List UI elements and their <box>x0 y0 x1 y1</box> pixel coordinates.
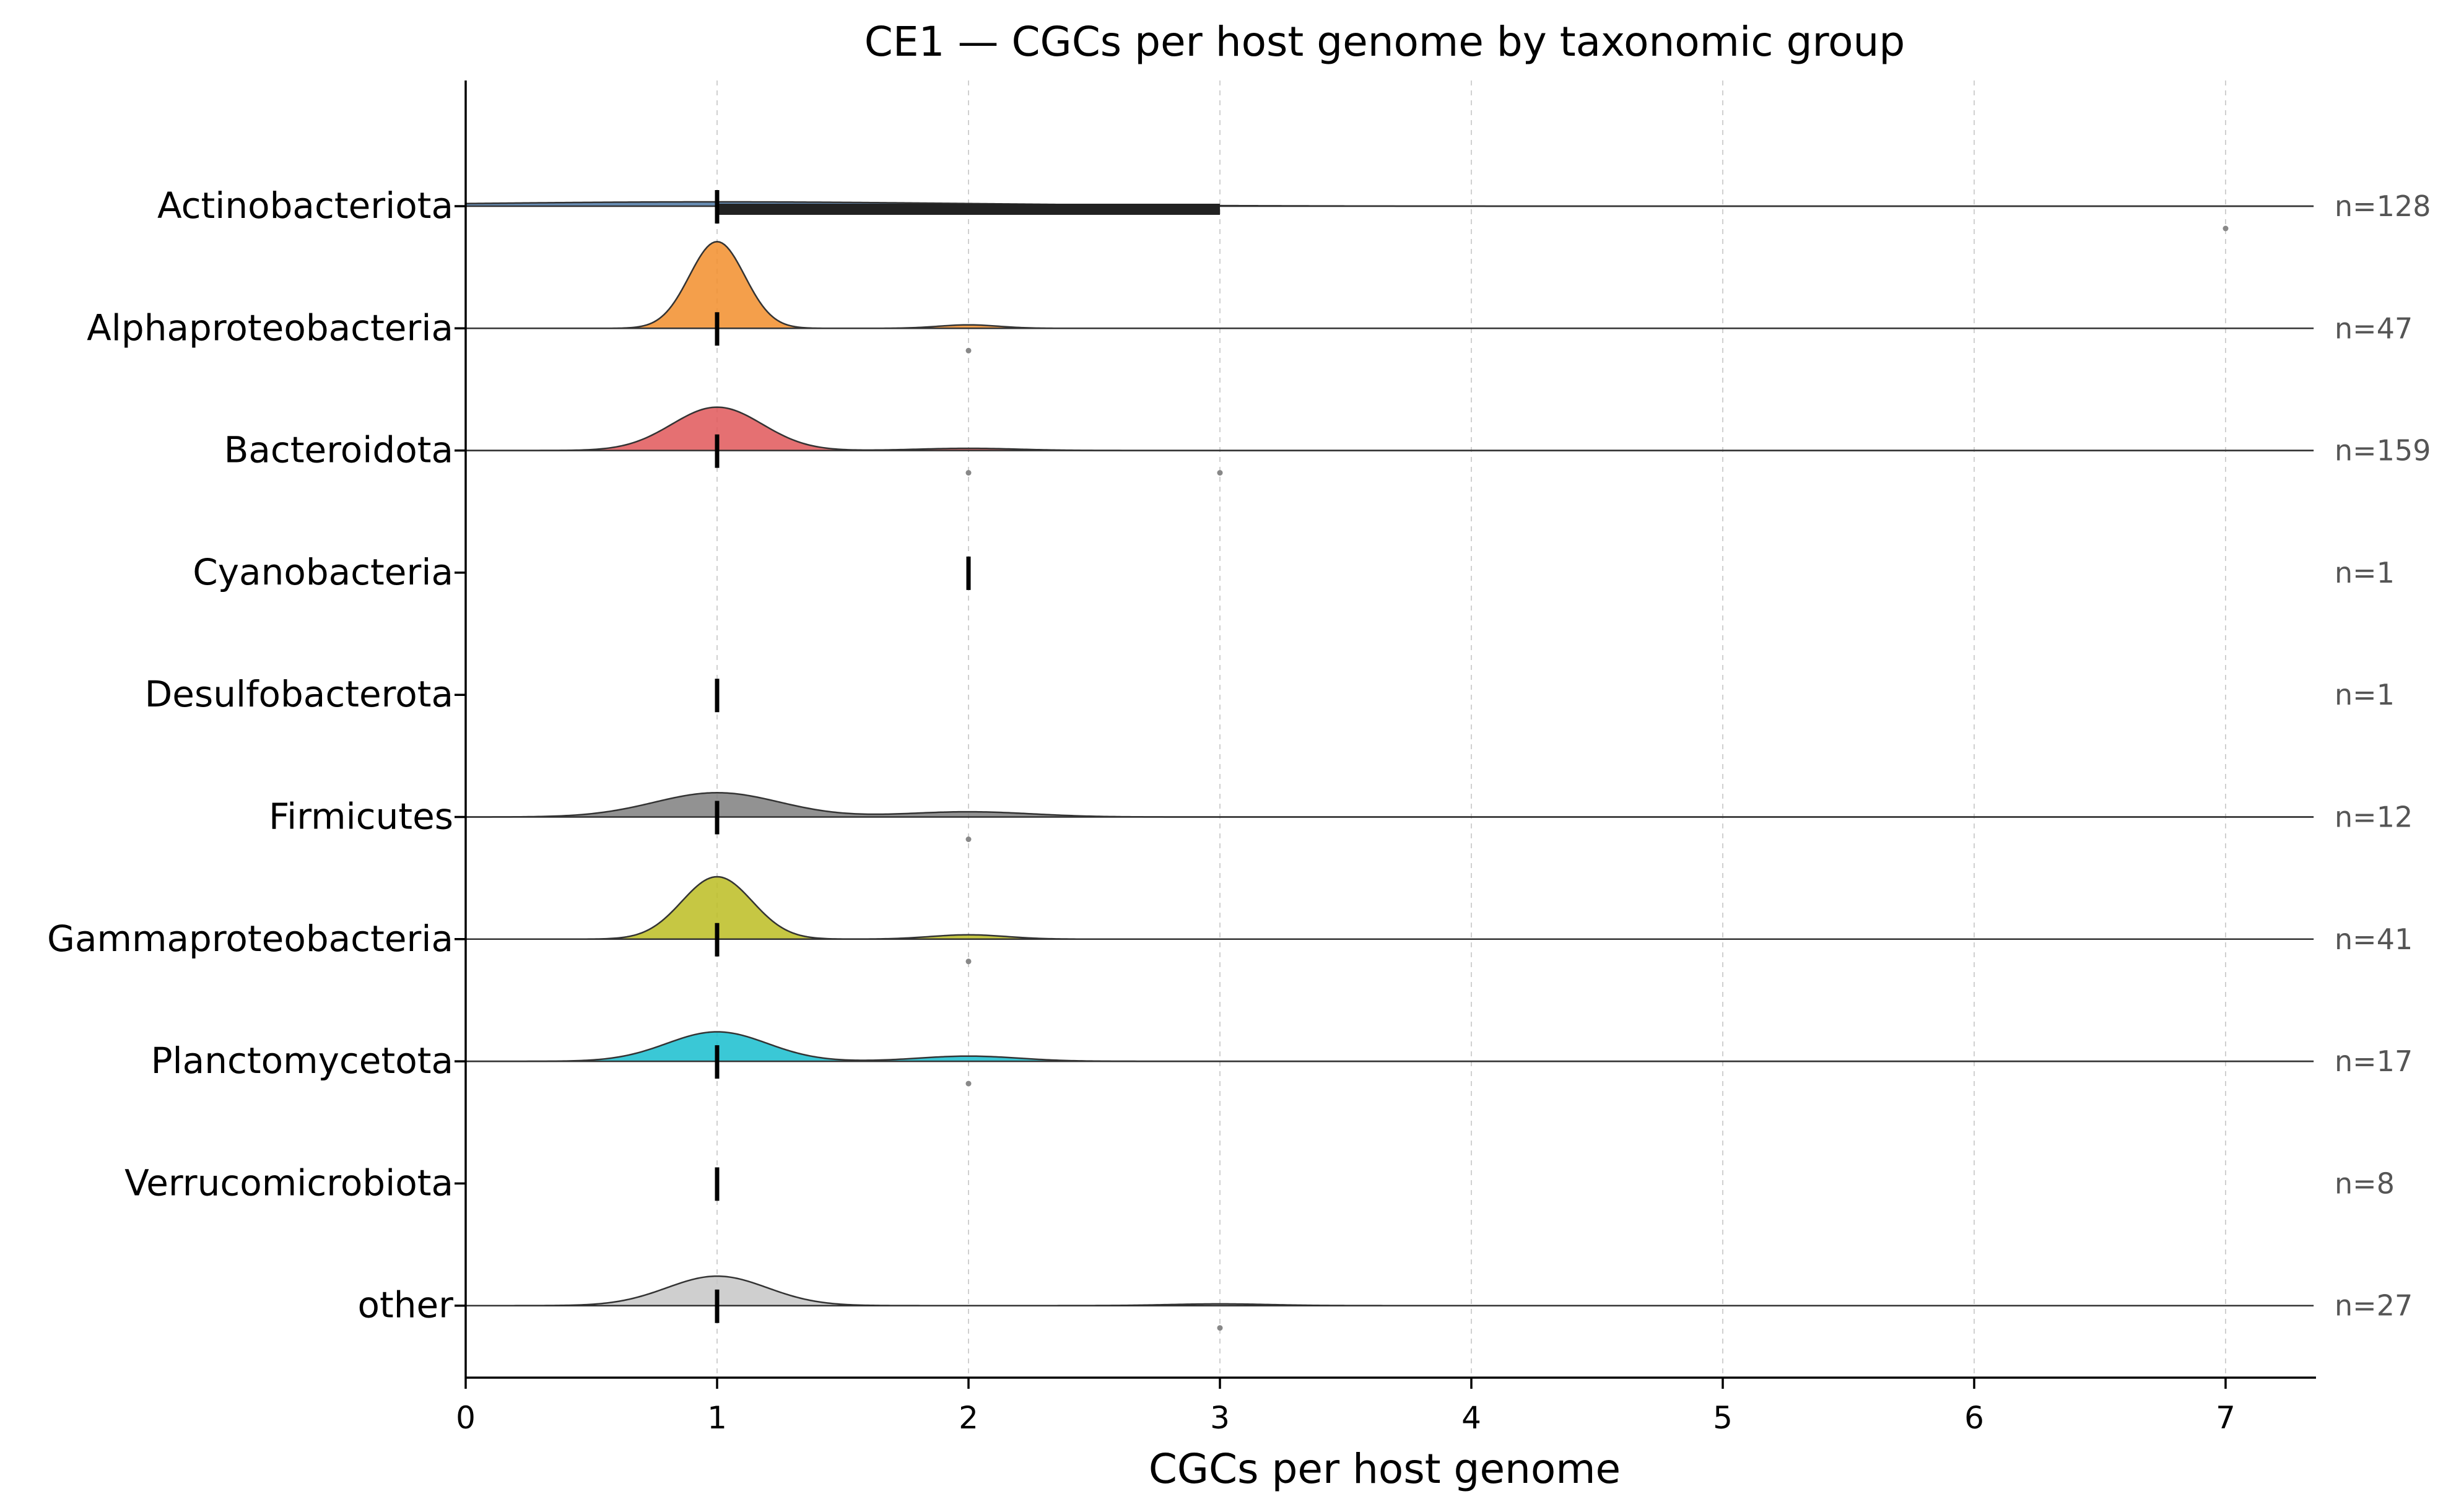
ridge-planctomycetota: Planctomycetota n=17 <box>151 1031 2413 1087</box>
ridge-desulfobacterota: Desulfobacterota n=1 <box>145 673 2395 715</box>
ridge-cyanobacteria: Cyanobacteria n=1 <box>193 551 2395 593</box>
x-tick-label: 6 <box>1964 1400 1984 1436</box>
grid-layer <box>716 80 2226 1378</box>
density-area <box>466 793 2314 817</box>
x-tick-label: 5 <box>1713 1400 1733 1436</box>
outlier-point <box>2222 225 2229 232</box>
x-tick-label: 7 <box>2216 1400 2236 1436</box>
iqr-bar <box>717 204 1220 215</box>
sample-size-label: n=8 <box>2335 1167 2395 1200</box>
ridge-firmicutes: Firmicutes n=12 <box>269 792 2413 842</box>
sample-size-label: n=12 <box>2335 801 2413 834</box>
outlier-point <box>965 958 972 965</box>
x-tick-label: 1 <box>707 1400 727 1436</box>
chart-title: CE1 — CGCs per host genome by taxonomic … <box>864 18 1905 66</box>
y-tick-label: Alphaproteobacteria <box>87 306 453 349</box>
density-area <box>466 1032 2314 1062</box>
y-tick-label: Verrucomicrobiota <box>124 1162 453 1204</box>
ridge-other: other n=27 <box>357 1275 2413 1331</box>
sample-size-label: n=1 <box>2335 678 2395 711</box>
x-tick-label: 2 <box>959 1400 978 1436</box>
sample-size-label: n=128 <box>2335 189 2431 223</box>
ridge-verrucomicrobiota: Verrucomicrobiota n=8 <box>124 1162 2395 1204</box>
sample-size-label: n=41 <box>2335 923 2413 956</box>
outlier-point <box>965 836 972 842</box>
outlier-point <box>1217 1325 1223 1331</box>
x-axis-label: CGCs per host genome <box>1149 1445 1621 1493</box>
y-tick-label: Cyanobacteria <box>193 551 453 593</box>
y-tick-label: Bacteroidota <box>224 429 453 471</box>
ticks-layer: 0 1 2 3 4 5 6 7 <box>456 1378 2236 1436</box>
x-tick-label: 3 <box>1210 1400 1230 1436</box>
ridge-actinobacteriota: Actinobacteriota n=128 <box>157 185 2431 232</box>
y-tick-label: Desulfobacterota <box>145 673 453 715</box>
ridge-layer: Actinobacteriota n=128 Alphaproteobacteria… <box>47 185 2431 1331</box>
x-tick-label: 0 <box>456 1400 476 1436</box>
y-tick-label: Gammaproteobacteria <box>47 918 453 960</box>
y-tick-label: Planctomycetota <box>151 1040 453 1082</box>
outlier-point <box>965 347 972 354</box>
ridge-gammaproteobacteria: Gammaproteobacteria n=41 <box>47 875 2413 965</box>
density-area <box>466 407 2314 451</box>
ridge-bacteroidota: Bacteroidota n=159 <box>224 406 2431 476</box>
y-tick-label: Actinobacteriota <box>157 185 453 227</box>
sample-size-label: n=17 <box>2335 1045 2413 1078</box>
y-tick-label: Firmicutes <box>269 796 453 838</box>
y-tick-label: other <box>357 1284 453 1326</box>
ridge-alphaproteobacteria: Alphaproteobacteria n=47 <box>87 241 2413 354</box>
outlier-point <box>965 1080 972 1087</box>
sample-size-label: n=27 <box>2335 1289 2413 1323</box>
outlier-point <box>1217 470 1223 476</box>
sample-size-label: n=159 <box>2335 434 2431 467</box>
density-area <box>466 1276 2314 1306</box>
axes-layer <box>464 80 2316 1379</box>
x-tick-label: 4 <box>1461 1400 1481 1436</box>
density-area <box>466 877 2314 939</box>
outlier-point <box>965 470 972 476</box>
sample-size-label: n=1 <box>2335 556 2395 589</box>
sample-size-label: n=47 <box>2335 311 2413 345</box>
